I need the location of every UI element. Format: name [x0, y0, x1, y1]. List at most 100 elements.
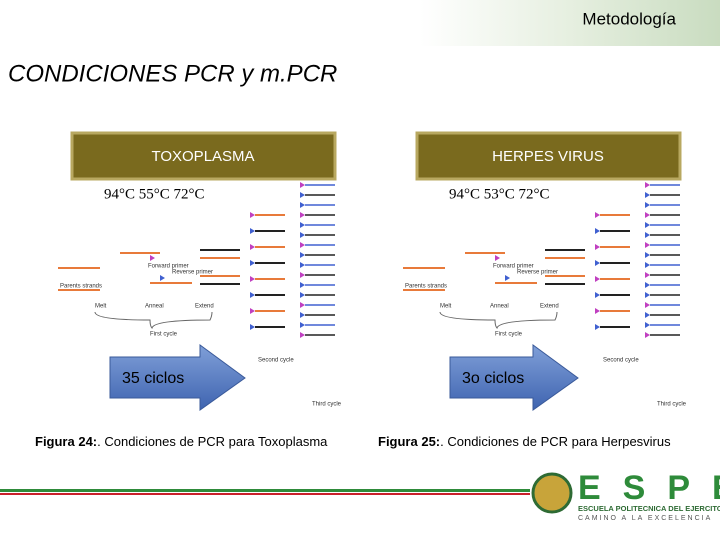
caption-label: Figura 24: [35, 434, 97, 449]
primer [300, 222, 305, 228]
diagram-label: First cycle [150, 332, 178, 338]
primer [505, 275, 510, 281]
diagram-label: Anneal [145, 304, 164, 310]
diagram-label: Parents strands [405, 284, 447, 290]
primer [300, 252, 305, 258]
institution: ESCUELA POLITECNICA DEL EJERCITO [578, 504, 720, 513]
primer [300, 302, 305, 308]
diagram-label: Forward primer [493, 264, 534, 270]
cycles-label: 3o ciclos [462, 370, 524, 387]
diagram-label: Melt [440, 304, 452, 310]
primer [595, 292, 600, 298]
primer [645, 302, 650, 308]
primer [645, 242, 650, 248]
primer [645, 262, 650, 268]
primer [250, 244, 255, 250]
brace [439, 311, 558, 329]
primer [250, 324, 255, 330]
primer [300, 192, 305, 198]
primer [595, 228, 600, 234]
caption-label: Figura 25: [378, 434, 440, 449]
diagram-label: Reverse primer [172, 270, 213, 276]
caption-text: . Condiciones de PCR para Toxoplasma [97, 434, 328, 449]
primer [160, 275, 165, 281]
primer [300, 292, 305, 298]
diagram-label: Extend [195, 304, 214, 310]
primer [595, 276, 600, 282]
diagram-label: Second cycle [603, 358, 639, 364]
panel-label-box [415, 131, 682, 181]
primer [300, 262, 305, 268]
caption: Figura 25:. Condiciones de PCR para Herp… [378, 434, 671, 449]
slide-title: CONDICIONES PCR y m.PCR [8, 60, 337, 87]
primer [300, 232, 305, 238]
diagram-label: Extend [540, 304, 559, 310]
primer [595, 260, 600, 266]
diagram-label: Forward primer [148, 264, 189, 270]
caption-text: . Condiciones de PCR para Herpesvirus [440, 434, 671, 449]
temperatures: 94°C 55°C 72°C [104, 186, 205, 202]
diagram-label: Second cycle [258, 358, 294, 364]
primer [150, 255, 155, 261]
primer [645, 282, 650, 288]
primer [645, 312, 650, 318]
primer [645, 272, 650, 278]
primer [300, 242, 305, 248]
diagram-label: Parents strands [60, 284, 102, 290]
diagram-label: Reverse primer [517, 270, 558, 276]
motto: CAMINO A LA EXCELENCIA [578, 515, 712, 522]
primer [250, 228, 255, 234]
primer [250, 212, 255, 218]
primer [595, 212, 600, 218]
cycles-label: 35 ciclos [122, 370, 184, 387]
primer [300, 312, 305, 318]
primer [495, 255, 500, 261]
panel-label-box [70, 131, 337, 181]
section-title: Metodología [582, 9, 676, 28]
primer [250, 260, 255, 266]
brace [94, 311, 213, 329]
cycles-arrow [109, 344, 246, 411]
primer [595, 308, 600, 314]
temperatures: 94°C 53°C 72°C [449, 186, 550, 202]
cycles-arrow [449, 344, 579, 411]
primer [595, 244, 600, 250]
panels: TOXOPLASMA 94°C 55°C 72°C Parents strands F… [35, 131, 687, 449]
footer-line [0, 489, 530, 492]
primer [645, 332, 650, 338]
logo-emblem [531, 472, 573, 514]
primer [595, 324, 600, 330]
primer [645, 212, 650, 218]
primer [645, 232, 650, 238]
primer [300, 322, 305, 328]
primer [645, 322, 650, 328]
diagram-label: First cycle [495, 332, 523, 338]
primer [645, 252, 650, 258]
diagram-label: Third cycle [657, 402, 687, 408]
primer [300, 332, 305, 338]
panel-label: TOXOPLASMA [151, 148, 254, 165]
diagram-label: Anneal [490, 304, 509, 310]
primer [300, 182, 305, 188]
primer [300, 282, 305, 288]
footer-line [0, 493, 530, 495]
panel-label: HERPES VIRUS [492, 148, 604, 165]
primer [250, 276, 255, 282]
primer [250, 308, 255, 314]
primer [300, 272, 305, 278]
primer [300, 202, 305, 208]
primer [645, 292, 650, 298]
primer [645, 192, 650, 198]
primer [250, 292, 255, 298]
primer [645, 222, 650, 228]
primer [645, 182, 650, 188]
caption: Figura 24:. Condiciones de PCR para Toxo… [35, 434, 328, 449]
header-band [420, 0, 720, 46]
primer [645, 202, 650, 208]
diagram-label: Melt [95, 304, 107, 310]
primer [300, 212, 305, 218]
diagram-label: Third cycle [312, 402, 342, 408]
